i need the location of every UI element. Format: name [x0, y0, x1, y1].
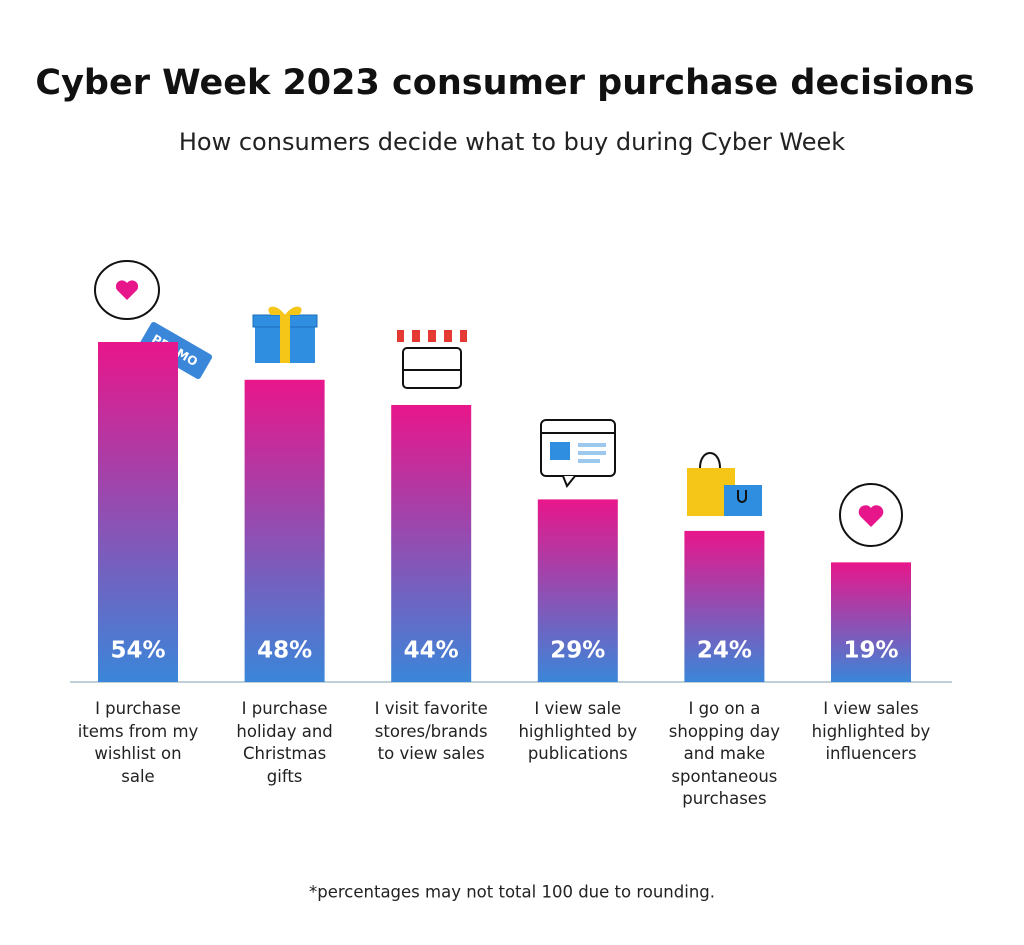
- value-label: 24%: [697, 638, 752, 664]
- bar: [831, 562, 911, 682]
- chart-subtitle: How consumers decide what to buy during …: [179, 128, 845, 156]
- bar: [391, 404, 472, 682]
- value-label: 44%: [404, 638, 459, 664]
- icon-influencer: [839, 483, 903, 547]
- footnote: *percentages may not total 100 due to ro…: [309, 883, 715, 902]
- category-label: I visit favorite stores/brands to view s…: [374, 699, 488, 763]
- bar: [98, 342, 178, 682]
- bar: [684, 530, 765, 682]
- value-label: 29%: [550, 638, 605, 664]
- bar: [537, 499, 618, 682]
- chart-title: Cyber Week 2023 consumer purchase decisi…: [35, 63, 974, 103]
- category-label: I purchase items from my wishlist on sal…: [77, 699, 199, 786]
- value-label: 48%: [257, 638, 312, 664]
- category-label: I purchase holiday and Christmas gifts: [236, 699, 333, 786]
- bar: [244, 379, 325, 682]
- icon-gift: [252, 306, 318, 363]
- category-label: I view sales highlighted by influencers: [811, 699, 931, 763]
- value-label: 54%: [110, 638, 165, 664]
- icon-store: [397, 330, 467, 389]
- icon-bags: [687, 452, 762, 516]
- category-label: I go on a shopping day and make spontane…: [668, 699, 780, 808]
- category-label: I view sale highlighted by publications: [518, 699, 638, 763]
- value-label: 19%: [843, 638, 898, 664]
- icon-publication: [540, 419, 616, 488]
